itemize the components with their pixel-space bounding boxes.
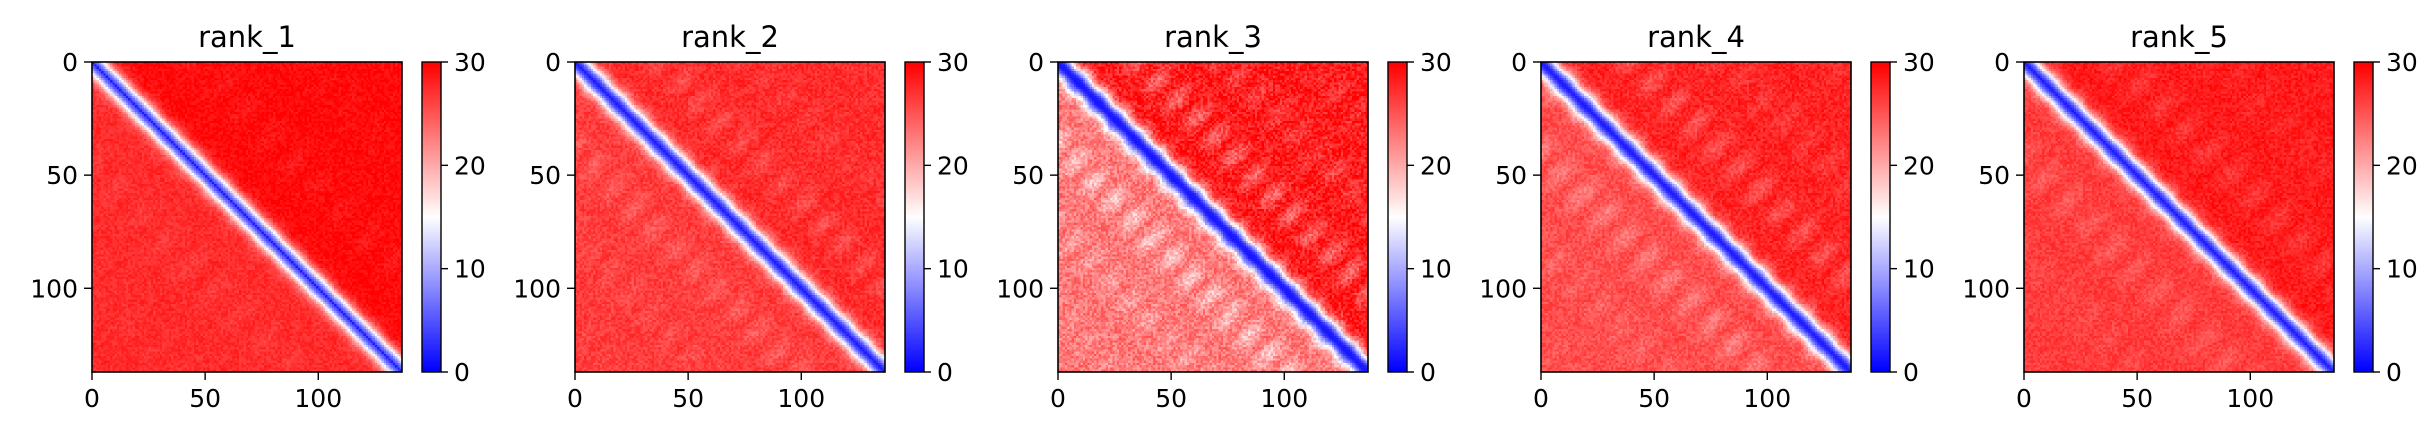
- colorbar-tick-label: 30: [937, 48, 969, 77]
- colorbar: [1388, 62, 1407, 372]
- colorbar-frame: [421, 61, 442, 373]
- colorbar-tick-label: 20: [454, 151, 486, 180]
- colorbar-tick-label: 0: [1903, 358, 1919, 387]
- x-tick-label: 100: [1260, 384, 1308, 413]
- y-tick-label: 50: [46, 161, 78, 190]
- colorbar-frame: [1387, 61, 1408, 373]
- heatmap-image: [1058, 62, 1368, 372]
- panel-title: rank_4: [1647, 20, 1745, 54]
- colorbar-tick-label: 30: [1420, 48, 1452, 77]
- y-tick-label: 100: [30, 274, 78, 303]
- y-tick-label: 100: [1962, 274, 2010, 303]
- x-tick-label: 0: [1533, 384, 1549, 413]
- y-tick-label: 0: [1511, 48, 1527, 77]
- panel-title: rank_3: [1164, 20, 1262, 54]
- colorbar-tick-label: 0: [1420, 358, 1436, 387]
- y-tick-label: 100: [996, 274, 1044, 303]
- axes-frame: [1057, 61, 1369, 373]
- heatmap-image: [2024, 62, 2334, 372]
- x-tick-label: 0: [2016, 384, 2032, 413]
- y-tick-label: 50: [1495, 161, 1527, 190]
- x-tick-label: 50: [189, 384, 221, 413]
- colorbar: [2354, 62, 2373, 372]
- y-tick-label: 50: [529, 161, 561, 190]
- x-tick-label: 100: [1743, 384, 1791, 413]
- x-tick-label: 50: [2121, 384, 2153, 413]
- colorbar-tick-label: 30: [1903, 48, 1935, 77]
- heatmap-image: [92, 62, 402, 372]
- colorbar-tick-label: 20: [937, 151, 969, 180]
- x-tick-label: 100: [294, 384, 342, 413]
- y-tick-label: 100: [1479, 274, 1527, 303]
- heatmap-panel-3: rank_3 0 50 100 0 50 100 0 10 20 30: [996, 20, 1452, 413]
- heatmap-panel-2: rank_2 0 50 100 0 50 100 0 10 20 30: [513, 20, 969, 413]
- panel-title: rank_2: [681, 20, 779, 54]
- colorbar-tick-label: 30: [454, 48, 486, 77]
- colorbar: [905, 62, 924, 372]
- y-tick-label: 0: [545, 48, 561, 77]
- heatmap-image: [1541, 62, 1851, 372]
- x-tick-label: 50: [1155, 384, 1187, 413]
- colorbar-tick-label: 10: [2386, 255, 2418, 284]
- y-tick-label: 50: [1012, 161, 1044, 190]
- panel-title: rank_5: [2130, 20, 2228, 54]
- colorbar-tick-label: 0: [937, 358, 953, 387]
- colorbar-tick-label: 10: [1420, 255, 1452, 284]
- panel-title: rank_1: [198, 20, 296, 54]
- x-tick-label: 0: [1050, 384, 1066, 413]
- y-tick-label: 100: [513, 274, 561, 303]
- colorbar: [1871, 62, 1890, 372]
- colorbar-tick-label: 10: [454, 255, 486, 284]
- axes-frame: [91, 61, 403, 373]
- colorbar-tick-label: 0: [454, 358, 470, 387]
- colorbar-tick-label: 20: [1420, 151, 1452, 180]
- y-tick-label: 50: [1978, 161, 2010, 190]
- colorbar-tick-label: 10: [1903, 255, 1935, 284]
- x-tick-label: 0: [567, 384, 583, 413]
- heatmap-image: [575, 62, 885, 372]
- colorbar-tick-label: 20: [1903, 151, 1935, 180]
- x-tick-label: 0: [84, 384, 100, 413]
- colorbar-tick-label: 20: [2386, 151, 2418, 180]
- y-tick-label: 0: [1994, 48, 2010, 77]
- colorbar-frame: [904, 61, 925, 373]
- heatmap-panel-5: rank_5 0 50 100 0 50 100 0 10 20 30: [1962, 20, 2418, 413]
- heatmap-panel-4: rank_4 0 50 100 0 50 100 0 10 20 30: [1479, 20, 1935, 413]
- colorbar-tick-label: 0: [2386, 358, 2402, 387]
- x-tick-label: 50: [1638, 384, 1670, 413]
- y-tick-label: 0: [1028, 48, 1044, 77]
- axes-frame: [1540, 61, 1852, 373]
- x-tick-label: 100: [777, 384, 825, 413]
- x-tick-label: 50: [672, 384, 704, 413]
- colorbar: [422, 62, 441, 372]
- colorbar-frame: [2353, 61, 2374, 373]
- colorbar-frame: [1870, 61, 1891, 373]
- y-tick-label: 0: [62, 48, 78, 77]
- heatmap-panel-1: rank_1 0 50 100 0 50 100 0 10 20 30: [30, 20, 486, 413]
- x-tick-label: 100: [2226, 384, 2274, 413]
- colorbar-tick-label: 30: [2386, 48, 2418, 77]
- colorbar-tick-label: 10: [937, 255, 969, 284]
- axes-frame: [574, 61, 886, 373]
- axes-frame: [2023, 61, 2335, 373]
